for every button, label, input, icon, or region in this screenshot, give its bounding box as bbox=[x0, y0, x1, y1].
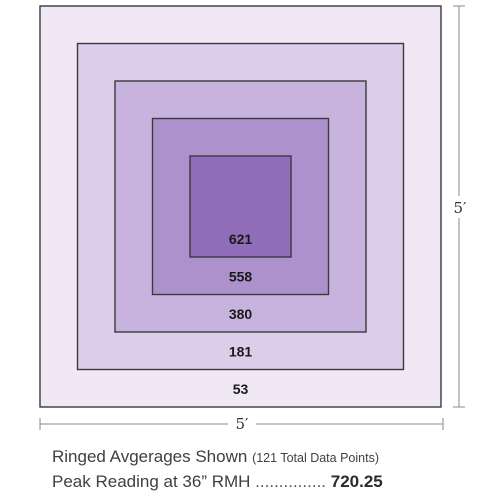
ring-label-0: 53 bbox=[233, 381, 249, 397]
footer-summary-title: Ringed Avgerages Shown bbox=[52, 447, 248, 466]
ring-label-4: 621 bbox=[229, 231, 253, 247]
footer-summary-note: (121 Total Data Points) bbox=[252, 451, 379, 465]
ring-label-3: 558 bbox=[229, 269, 253, 285]
width-dimension-label: 5′ bbox=[236, 415, 250, 433]
ring-label-2: 380 bbox=[229, 306, 253, 322]
height-dimension-label: 5′ bbox=[454, 199, 468, 217]
leader-dots: ............... bbox=[255, 472, 327, 491]
ring-4 bbox=[189, 155, 292, 258]
ring-label-1: 181 bbox=[229, 344, 253, 360]
ring-labels: 53 181 380 558 621 bbox=[229, 231, 253, 397]
rings-group bbox=[39, 5, 442, 408]
peak-reading-label: Peak Reading at 36” RMH bbox=[52, 472, 251, 491]
footer-summary: Ringed Avgerages Shown (121 Total Data P… bbox=[52, 447, 379, 467]
footer-peak-reading: Peak Reading at 36” RMH ............... … bbox=[52, 472, 383, 492]
ring-diagram: 53 181 380 558 621 5′ 5′ bbox=[39, 5, 468, 433]
peak-reading-value: 720.25 bbox=[330, 472, 383, 491]
